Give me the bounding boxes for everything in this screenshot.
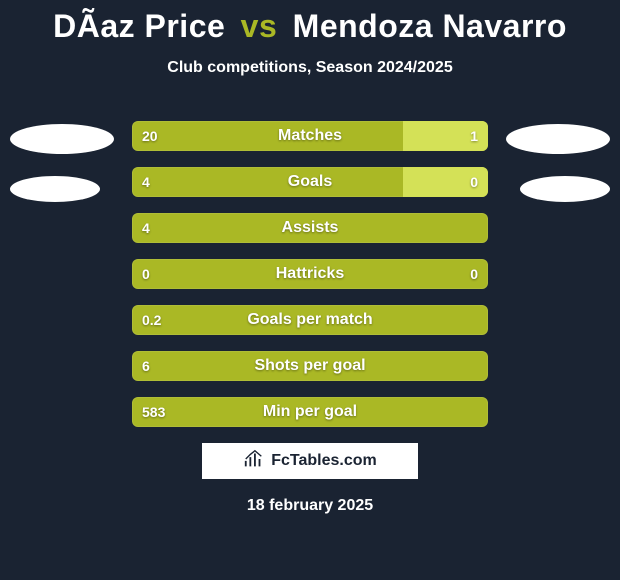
chart-icon bbox=[243, 448, 265, 475]
player2-name: Mendoza Navarro bbox=[293, 8, 567, 44]
stat-bar: 0.2Goals per match bbox=[132, 305, 488, 335]
watermark-text: FcTables.com bbox=[271, 452, 377, 470]
stat-bar: 583Min per goal bbox=[132, 397, 488, 427]
player2-badge bbox=[506, 124, 610, 154]
stat-bars: 201Matches 40Goals 4Assists 00Hattricks 0.2G… bbox=[132, 121, 488, 427]
stat-label: Min per goal bbox=[132, 397, 488, 427]
stat-label: Matches bbox=[132, 121, 488, 151]
subtitle: Club competitions, Season 2024/2025 bbox=[0, 59, 620, 77]
stat-label: Hattricks bbox=[132, 259, 488, 289]
stat-label: Assists bbox=[132, 213, 488, 243]
comparison-title: DÃ­az Price vs Mendoza Navarro bbox=[0, 0, 620, 45]
player1-badge bbox=[10, 124, 114, 154]
stat-label: Goals bbox=[132, 167, 488, 197]
player1-badge bbox=[10, 176, 100, 202]
stat-bar: 6Shots per goal bbox=[132, 351, 488, 381]
stat-label: Goals per match bbox=[132, 305, 488, 335]
stat-bar: 00Hattricks bbox=[132, 259, 488, 289]
watermark: FcTables.com bbox=[202, 443, 418, 479]
date: 18 february 2025 bbox=[0, 497, 620, 515]
stat-label: Shots per goal bbox=[132, 351, 488, 381]
stat-bar: 4Assists bbox=[132, 213, 488, 243]
player2-badge bbox=[520, 176, 610, 202]
stat-bar: 201Matches bbox=[132, 121, 488, 151]
stat-bar: 40Goals bbox=[132, 167, 488, 197]
vs-separator: vs bbox=[241, 8, 278, 44]
player1-name: DÃ­az Price bbox=[53, 8, 225, 44]
